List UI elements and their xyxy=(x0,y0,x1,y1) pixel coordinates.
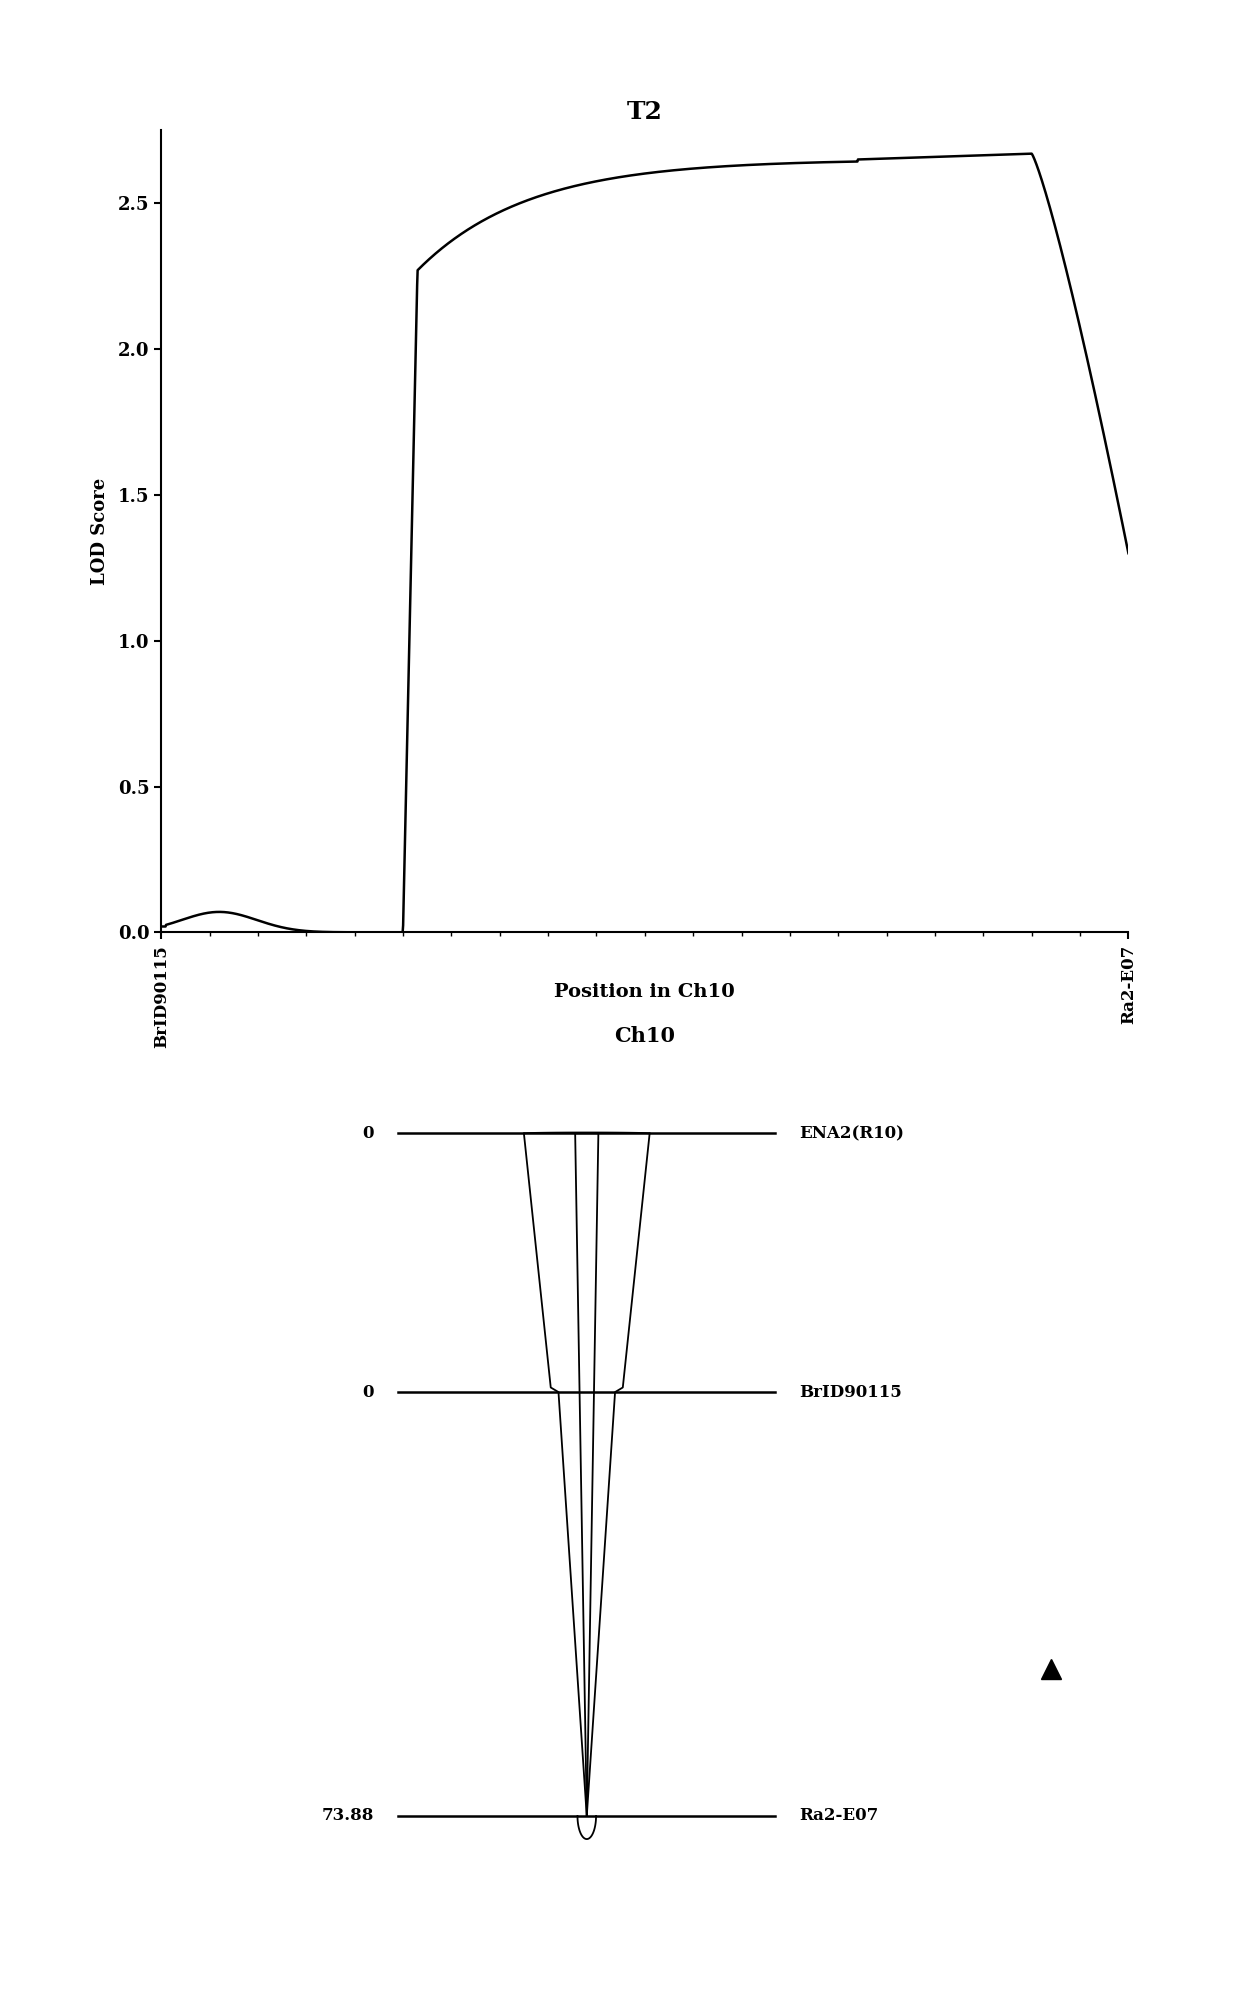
Text: 0: 0 xyxy=(362,1125,374,1143)
Title: T2: T2 xyxy=(627,100,662,124)
Text: Ch10: Ch10 xyxy=(614,1027,676,1047)
Text: BrID90115: BrID90115 xyxy=(800,1383,903,1401)
Text: Position in Ch10: Position in Ch10 xyxy=(554,984,735,1000)
Text: 0: 0 xyxy=(362,1383,374,1401)
Text: 73.88: 73.88 xyxy=(321,1807,374,1825)
Text: Ra2-E07: Ra2-E07 xyxy=(800,1807,879,1825)
Y-axis label: LOD Score: LOD Score xyxy=(92,477,109,585)
Text: ENA2(R10): ENA2(R10) xyxy=(800,1125,904,1143)
